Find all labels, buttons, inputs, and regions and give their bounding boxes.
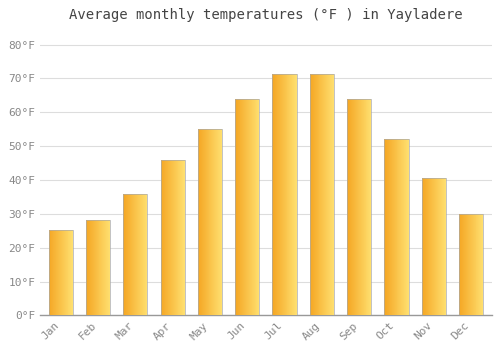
Bar: [86, 220, 110, 315]
Bar: [48, 230, 73, 315]
Title: Average monthly temperatures (°F ) in Yayladere: Average monthly temperatures (°F ) in Ya…: [69, 8, 462, 22]
Bar: [384, 139, 408, 315]
Bar: [198, 129, 222, 315]
Bar: [422, 178, 446, 315]
Bar: [459, 214, 483, 315]
Bar: [310, 75, 334, 315]
Bar: [123, 194, 148, 315]
Bar: [272, 75, 296, 315]
Bar: [347, 99, 372, 315]
Bar: [235, 99, 260, 315]
Bar: [160, 160, 185, 315]
